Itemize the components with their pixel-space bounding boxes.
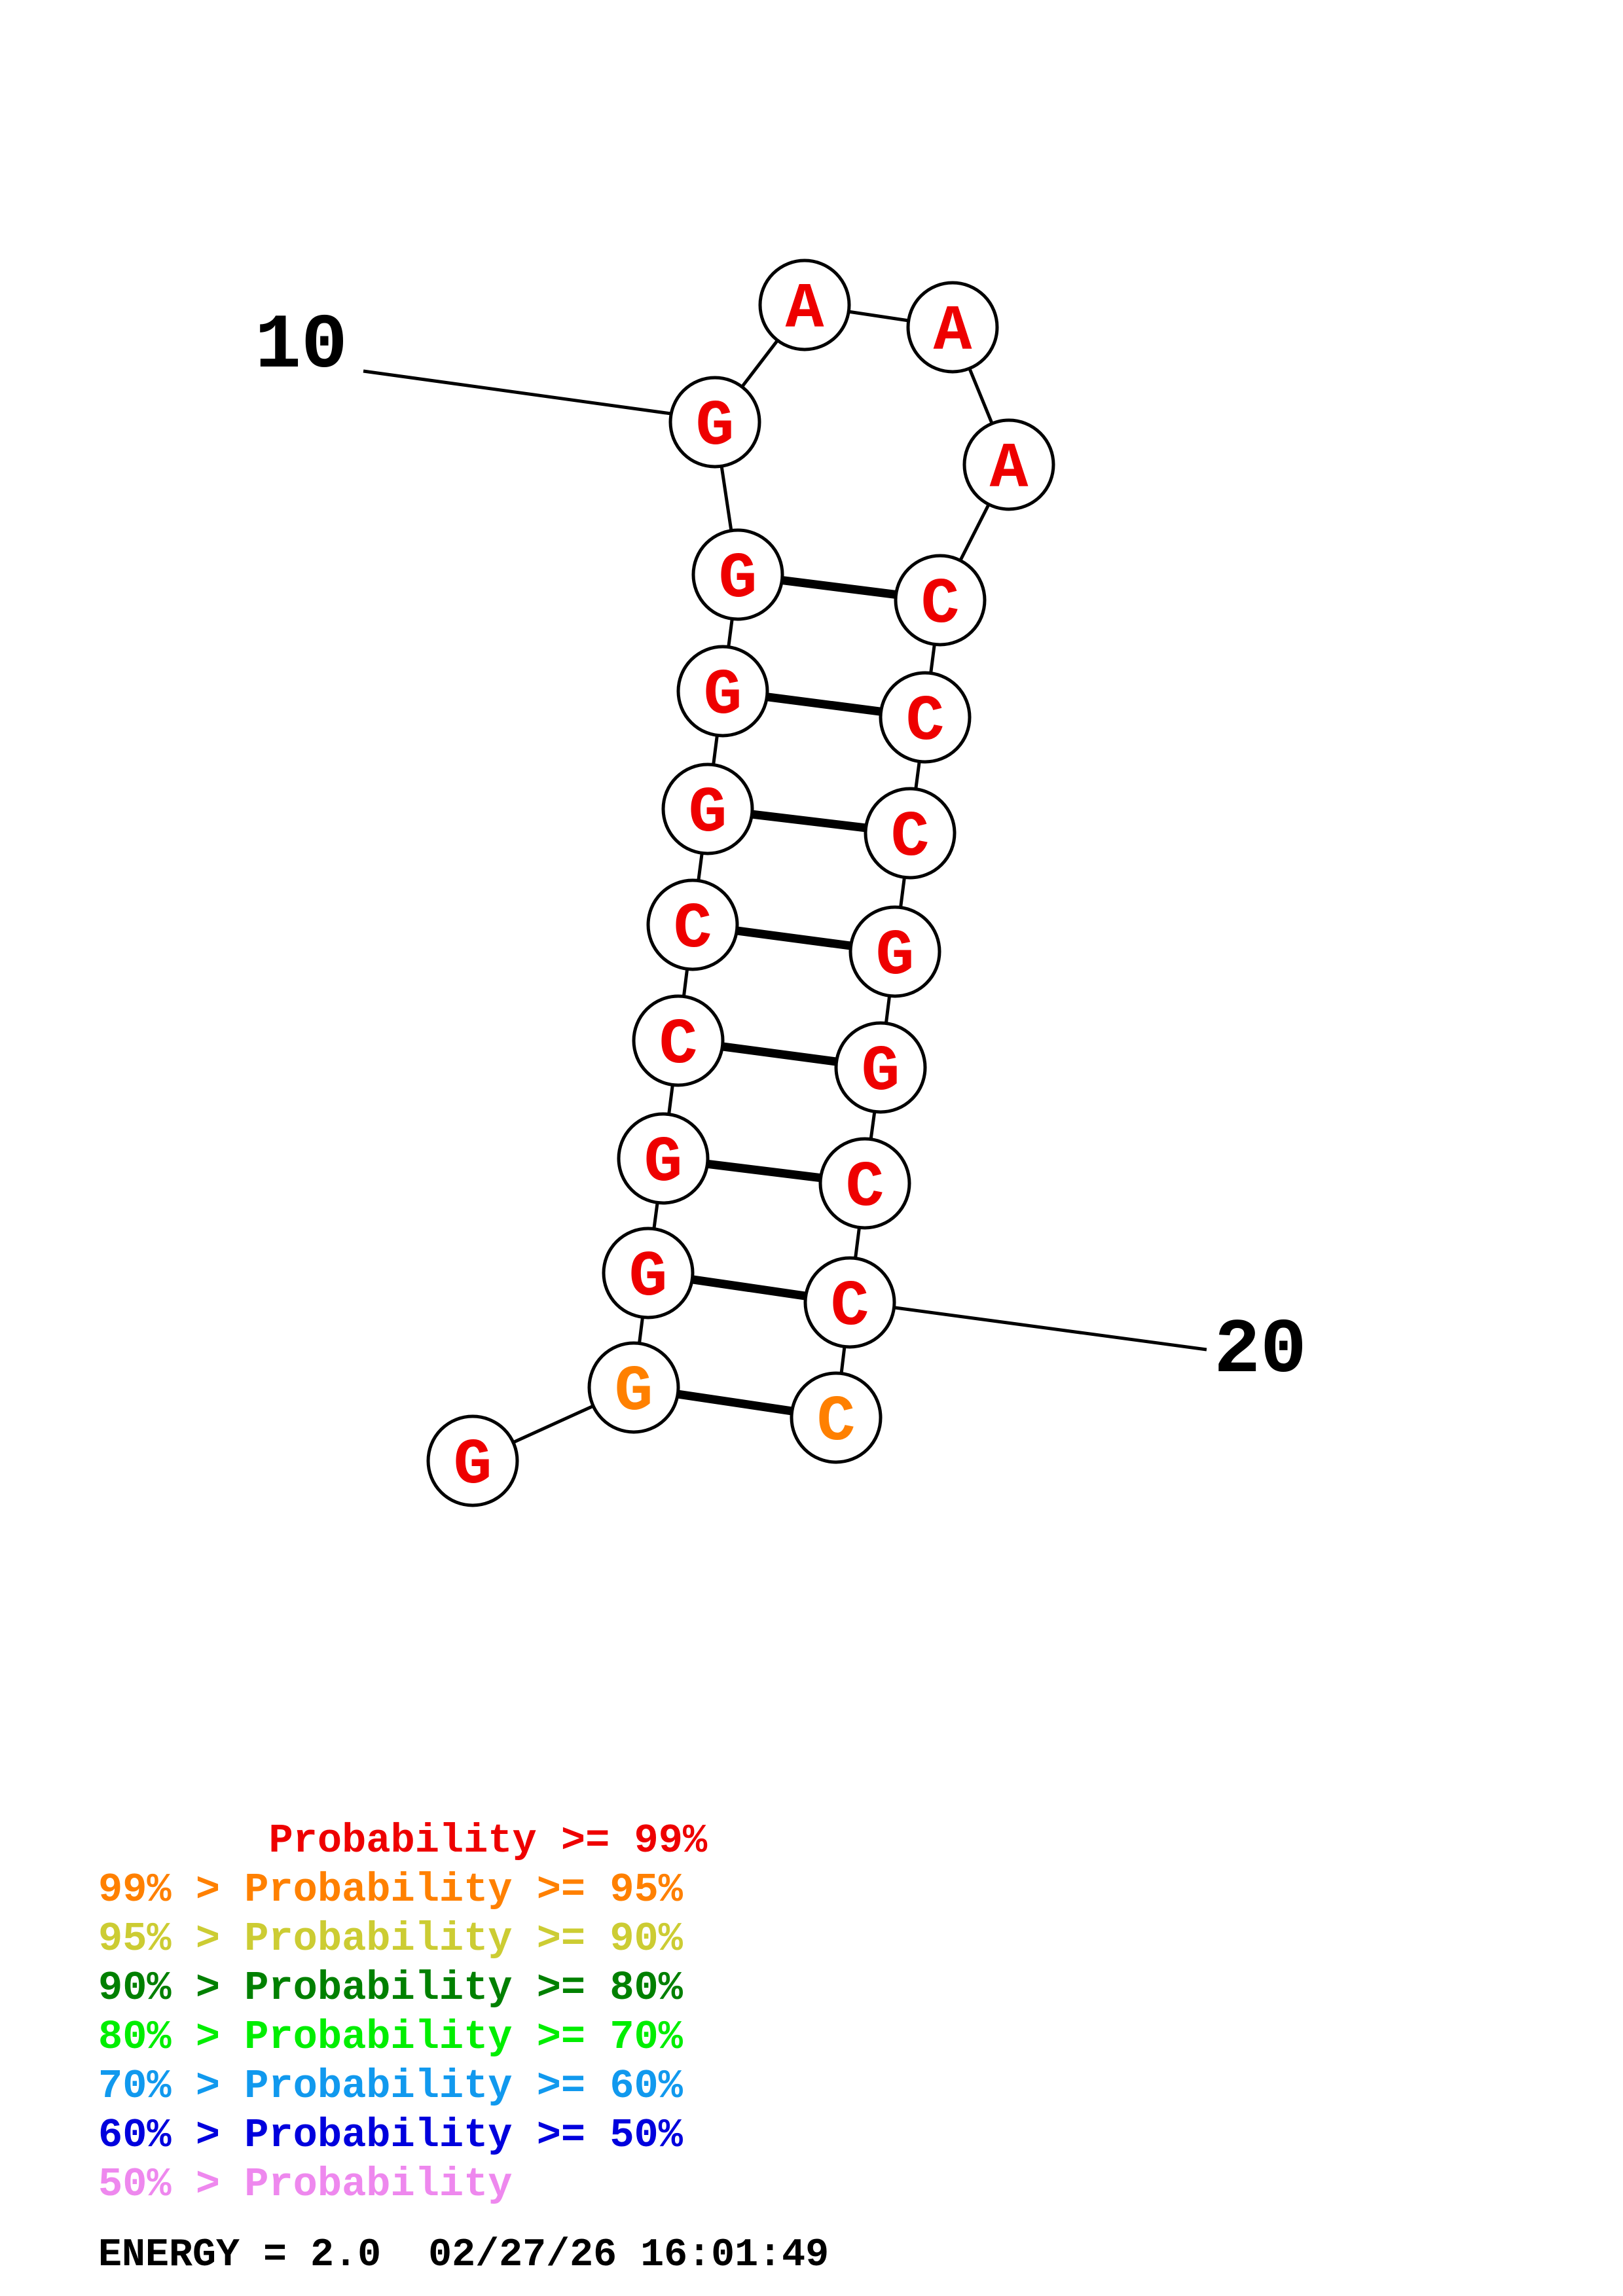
position-label-line	[890, 1305, 1207, 1352]
nucleotide-circle	[894, 554, 987, 647]
legend-row: 70% > Probability >= 60%	[98, 2062, 707, 2111]
nucleotide-letter: A	[990, 433, 1029, 506]
nucleotide-circle	[864, 787, 957, 880]
nucleotide-letter: C	[921, 569, 960, 641]
nucleotide-letter: G	[719, 543, 757, 616]
nucleotide-letter: G	[704, 660, 742, 732]
legend-row: Probability >= 99%	[98, 1816, 707, 1865]
nucleotide-circle	[602, 1227, 695, 1319]
nucleotide: G	[661, 762, 754, 855]
legend-row: 80% > Probability >= 70%	[98, 2013, 707, 2062]
nucleotide-circle	[587, 1341, 680, 1434]
legend-row: 50% > Probability	[98, 2160, 707, 2209]
legend-prefix: 60% >	[98, 2112, 245, 2159]
nucleotide-letter: C	[659, 1009, 698, 1082]
nucleotide-circle	[848, 905, 941, 998]
nucleotide-circle	[661, 762, 754, 855]
position-label-lines	[363, 369, 1207, 1352]
nucleotide-circle	[803, 1256, 896, 1349]
nucleotide-letter: G	[862, 1036, 900, 1109]
nucleotide-letter: G	[876, 920, 915, 993]
legend-text: Probability >= 70%	[244, 2014, 683, 2060]
nucleotide: A	[758, 259, 851, 351]
legend-text: Probability >= 60%	[244, 2063, 683, 2109]
nucleotide: C	[803, 1256, 896, 1349]
nucleotide: C	[894, 554, 987, 647]
nucleotide: C	[646, 878, 739, 971]
legend-prefix: 50% >	[98, 2161, 245, 2208]
nucleotide-letter: G	[696, 391, 735, 463]
legend-row: 90% > Probability >= 80%	[98, 1964, 707, 2013]
nucleotide: G	[668, 376, 761, 469]
position-label-line	[363, 369, 676, 416]
nucleotide: G	[676, 645, 769, 738]
nucleotide-letter: G	[629, 1242, 668, 1314]
legend-prefix	[98, 1818, 268, 1864]
legend-text: Probability	[244, 2161, 513, 2208]
nucleotide-circle	[691, 528, 784, 621]
nucleotide-letter: C	[846, 1152, 884, 1225]
legend-prefix: 99% >	[98, 1867, 245, 1913]
nucleotide-circle	[834, 1021, 927, 1114]
nucleotide-circle	[758, 259, 851, 351]
legend-text: Probability >= 50%	[244, 2112, 683, 2159]
nucleotide: G	[691, 528, 784, 621]
legend-prefix: 80% >	[98, 2014, 245, 2060]
nucleotide-letter: C	[906, 686, 945, 759]
nucleotide: A	[962, 418, 1055, 511]
legend-prefix: 95% >	[98, 1916, 245, 1962]
position-labels: 10 20	[255, 303, 1307, 1395]
legend-prefix: 70% >	[98, 2063, 245, 2109]
nucleotide-circle	[617, 1112, 710, 1205]
nucleotide: G	[426, 1414, 519, 1507]
energy-footer: ENERGY = 2.0 02/27/26 16:01:49	[98, 2233, 830, 2278]
nucleotide-letter: G	[644, 1127, 683, 1200]
nucleotide-letter: G	[689, 778, 727, 850]
position-label-10: 10	[255, 303, 348, 390]
nucleotide-letter: C	[831, 1271, 869, 1344]
nucleotide-circle	[676, 645, 769, 738]
legend-row: 60% > Probability >= 50%	[98, 2111, 707, 2160]
legend-row: 95% > Probability >= 90%	[98, 1914, 707, 1964]
nucleotide: G	[834, 1021, 927, 1114]
nucleotide-circle	[646, 878, 739, 971]
nucleotide-letter: C	[891, 802, 930, 874]
position-label-20: 20	[1214, 1308, 1307, 1395]
nucleotide: C	[818, 1137, 911, 1230]
nucleotide-letter: A	[786, 274, 824, 346]
legend-prefix: 90% >	[98, 1965, 245, 2011]
nucleotide-circle	[790, 1371, 883, 1464]
nucleotide-letter: G	[454, 1429, 492, 1502]
legend-text: Probability >= 90%	[244, 1916, 683, 1962]
legend-text: Probability >= 99%	[268, 1818, 708, 1864]
nucleotide-circle	[962, 418, 1055, 511]
nucleotide: C	[879, 671, 972, 764]
nucleotide-circle	[906, 281, 999, 374]
nucleotide-circle	[818, 1137, 911, 1230]
nucleotide-letter: C	[674, 893, 712, 966]
nucleotide-circle	[879, 671, 972, 764]
nucleotide-letter: G	[615, 1356, 653, 1429]
nucleotide: C	[632, 994, 725, 1087]
legend-text: Probability >= 95%	[244, 1867, 683, 1913]
nucleotide-letter: C	[817, 1386, 856, 1459]
nucleotide-circle	[426, 1414, 519, 1507]
nucleotide: G	[617, 1112, 710, 1205]
nucleotide-letter: A	[934, 296, 972, 368]
probability-legend: Probability >= 99% 99% > Probability >= 9…	[98, 1816, 707, 2209]
nucleotide: G	[587, 1341, 680, 1434]
nucleotide: C	[790, 1371, 883, 1464]
nucleotide-circle	[668, 376, 761, 469]
legend-row: 99% > Probability >= 95%	[98, 1865, 707, 1914]
nucleotide: C	[864, 787, 957, 880]
nucleotide-circle	[632, 994, 725, 1087]
legend-text: Probability >= 80%	[244, 1965, 683, 2011]
nucleotide: A	[906, 281, 999, 374]
nucleotide: G	[848, 905, 941, 998]
nucleotide: G	[602, 1227, 695, 1319]
